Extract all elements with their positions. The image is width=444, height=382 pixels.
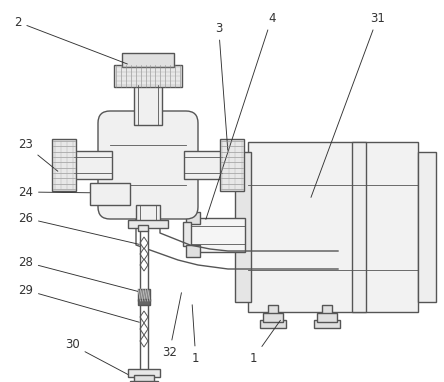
Bar xyxy=(52,139,76,191)
Text: 30: 30 xyxy=(65,338,142,382)
Bar xyxy=(260,320,286,328)
Bar xyxy=(220,139,244,191)
Bar xyxy=(140,230,148,292)
Bar xyxy=(418,152,436,302)
FancyBboxPatch shape xyxy=(98,111,198,219)
Text: 32: 32 xyxy=(162,293,182,358)
Bar xyxy=(248,142,418,312)
Text: 2: 2 xyxy=(14,16,127,64)
Bar xyxy=(190,218,245,252)
Text: 24: 24 xyxy=(18,186,107,199)
Text: 28: 28 xyxy=(18,256,141,292)
Bar xyxy=(114,65,182,87)
Bar xyxy=(184,151,222,179)
Bar xyxy=(138,289,150,301)
Bar xyxy=(136,205,160,225)
Bar xyxy=(134,85,162,125)
Text: 26: 26 xyxy=(18,212,139,244)
Text: 23: 23 xyxy=(18,139,58,171)
Bar xyxy=(268,305,278,323)
Bar xyxy=(186,245,200,257)
Bar xyxy=(183,222,191,246)
Bar xyxy=(140,304,148,372)
Bar xyxy=(138,225,148,231)
Text: 3: 3 xyxy=(215,21,228,150)
Bar xyxy=(90,183,130,205)
Bar xyxy=(130,381,158,382)
Bar xyxy=(352,142,366,312)
Bar xyxy=(128,220,168,228)
Text: 4: 4 xyxy=(206,11,275,219)
Bar xyxy=(186,212,200,224)
Bar xyxy=(134,375,154,382)
Bar xyxy=(235,152,251,302)
Bar xyxy=(314,320,340,328)
Text: 1: 1 xyxy=(250,320,281,364)
Bar xyxy=(74,151,112,179)
Bar xyxy=(128,369,160,377)
Bar xyxy=(322,305,332,323)
Text: 1: 1 xyxy=(192,305,199,364)
Bar xyxy=(263,313,283,322)
Text: 31: 31 xyxy=(311,11,385,197)
Bar xyxy=(317,313,337,322)
Bar xyxy=(122,53,174,67)
Text: 29: 29 xyxy=(18,283,139,322)
Bar xyxy=(138,299,150,305)
